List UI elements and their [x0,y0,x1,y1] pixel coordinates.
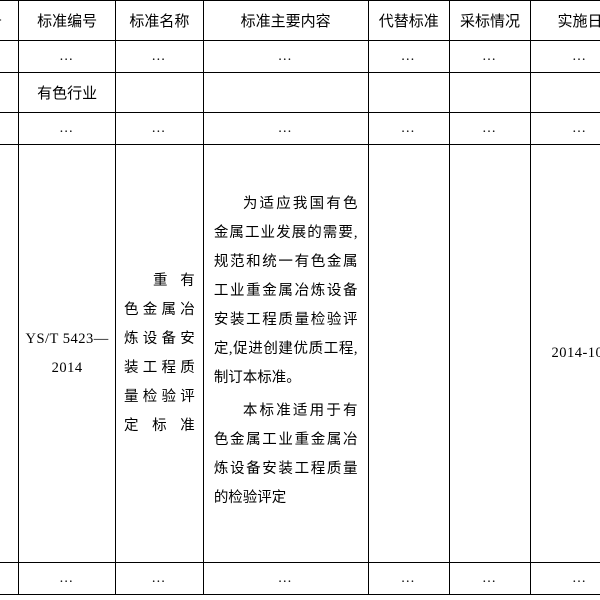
main-name: 重有色金属冶炼设备安装工程质量检验评定标准 [115,145,203,563]
ellipsis-cell: … [449,563,530,595]
col-header-date: 实施日 [531,1,600,41]
category-code: 有色行业 [19,73,116,113]
ellipsis-cell: … [0,41,19,73]
col-header-adopt: 采标情况 [449,1,530,41]
content-paragraph-1: 为适应我国有色金属工业发展的需要,规范和统一有色金属工业重金属冶炼设备安装工程质… [214,190,358,393]
ellipsis-cell: … [531,113,600,145]
ellipsis-cell: … [115,563,203,595]
ellipsis-cell: … [449,41,530,73]
ellipsis-cell: … [0,563,19,595]
ellipsis-cell: … [368,563,449,595]
ellipsis-cell: … [368,113,449,145]
category-seq [0,73,19,113]
ellipsis-cell: … [203,113,368,145]
header-row: 号 标准编号 标准名称 标准主要内容 代替标准 采标情况 实施日 [0,1,600,41]
ellipsis-cell: … [115,113,203,145]
standards-table-container: 号 标准编号 标准名称 标准主要内容 代替标准 采标情况 实施日 … … … …… [0,0,600,595]
ellipsis-cell: … [0,113,19,145]
table-body: … … … … … … … 有色行业 … … … … [0,41,600,595]
col-header-replace: 代替标准 [368,1,449,41]
ellipsis-cell: … [19,41,116,73]
col-header-content: 标准主要内容 [203,1,368,41]
ellipsis-row: … … … … … … … [0,41,600,73]
ellipsis-cell: … [449,113,530,145]
ellipsis-row: … … … … … … … [0,563,600,595]
ellipsis-cell: … [19,563,116,595]
content-paragraph-2: 本标准适用于有色金属工业重金属冶炼设备安装工程质量的检验评定 [214,397,358,513]
ellipsis-cell: … [531,563,600,595]
category-content [203,73,368,113]
main-content: 为适应我国有色金属工业发展的需要,规范和统一有色金属工业重金属冶炼设备安装工程质… [203,145,368,563]
col-header-code: 标准编号 [19,1,116,41]
main-adopt [449,145,530,563]
col-header-name: 标准名称 [115,1,203,41]
ellipsis-row: … … … … … … … [0,113,600,145]
col-header-seq: 号 [0,1,19,41]
ellipsis-cell: … [368,41,449,73]
category-adopt [449,73,530,113]
main-replace [368,145,449,563]
ellipsis-cell: … [19,113,116,145]
main-code: YS/T 5423—2014 [19,145,116,563]
ellipsis-cell: … [531,41,600,73]
ellipsis-cell: … [203,563,368,595]
standards-table: 号 标准编号 标准名称 标准主要内容 代替标准 采标情况 实施日 … … … …… [0,0,600,595]
ellipsis-cell: … [203,41,368,73]
category-row: 有色行业 [0,73,600,113]
category-date [531,73,600,113]
main-date: 2014-10- [531,145,600,563]
category-replace [368,73,449,113]
ellipsis-cell: … [115,41,203,73]
main-seq: 4 [0,145,19,563]
main-data-row: 4 YS/T 5423—2014 重有色金属冶炼设备安装工程质量检验评定标准 为… [0,145,600,563]
category-name [115,73,203,113]
table-header: 号 标准编号 标准名称 标准主要内容 代替标准 采标情况 实施日 [0,1,600,41]
